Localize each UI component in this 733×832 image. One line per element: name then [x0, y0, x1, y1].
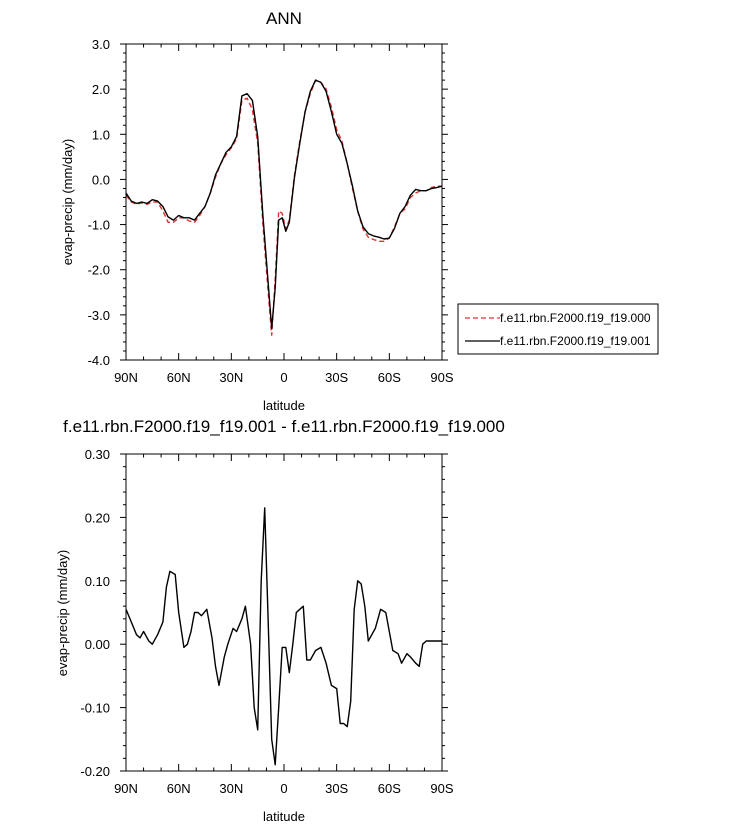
- bottom-ytick-label: 0.10: [85, 574, 110, 589]
- top-xtick-label: 30S: [325, 370, 348, 385]
- top-series-line-1: [125, 79, 443, 330]
- top-y-axis-label: evap-precip (mm/day): [60, 139, 75, 265]
- top-xtick-label: 30N: [219, 370, 243, 385]
- bottom-xtick-label: 90N: [114, 781, 138, 796]
- bottom-xtick-label: 90S: [430, 781, 453, 796]
- bottom-x-axis-label: latitude: [263, 809, 305, 824]
- top-xtick-label: 90N: [114, 370, 138, 385]
- top-xtick-label: 0: [280, 370, 287, 385]
- top-xtick-label: 60S: [378, 370, 401, 385]
- top-ytick-label: 0.0: [92, 172, 110, 187]
- bottom-panel: f.e11.rbn.F2000.f19_f19.001 - f.e11.rbn.…: [55, 417, 505, 824]
- top-axis-ticks: 90N 60N 30N 0 30S 60S 90S 3.0 2.0 1.0 0.0 -1.0 -2.0 -…: [88, 37, 454, 385]
- bottom-axis-ticks: 90N 60N 30N 0 30S 60S 90S 0.30 0.20 0.10 0.00 -0.10…: [80, 447, 454, 796]
- legend: f.e11.rbn.F2000.f19_f19.000 f.e11.rbn.F2…: [457, 303, 659, 355]
- bottom-chart-title: f.e11.rbn.F2000.f19_f19.001 - f.e11.rbn.…: [63, 417, 505, 436]
- bottom-xtick-label: 60N: [167, 781, 191, 796]
- top-series-line-0: [125, 79, 442, 336]
- bottom-series-line-0: [125, 507, 442, 766]
- top-chart-title: ANN: [266, 9, 302, 28]
- bottom-ytick-label: 0.30: [85, 447, 110, 462]
- bottom-ytick-label: 0.00: [85, 637, 110, 652]
- top-series-lines: [125, 79, 443, 336]
- top-ytick-label: -3.0: [88, 308, 110, 323]
- top-xtick-label: 90S: [430, 370, 453, 385]
- legend-entry-001: f.e11.rbn.F2000.f19_f19.001: [500, 334, 651, 348]
- legend-box: [457, 303, 659, 355]
- top-ytick-label: -2.0: [88, 263, 110, 278]
- top-ytick-label: -4.0: [88, 353, 110, 368]
- bottom-y-axis-label: evap-precip (mm/day): [55, 550, 70, 676]
- top-ytick-label: 2.0: [92, 82, 110, 97]
- bottom-ytick-label: -0.20: [80, 764, 110, 779]
- bottom-xtick-label: 60S: [378, 781, 401, 796]
- top-ytick-label: 1.0: [92, 127, 110, 142]
- top-ytick-label: 3.0: [92, 37, 110, 52]
- bottom-series-lines: [125, 507, 442, 766]
- top-x-axis-label: latitude: [263, 398, 305, 413]
- top-ytick-label: -1.0: [88, 218, 110, 233]
- bottom-ytick-label: 0.20: [85, 510, 110, 525]
- bottom-ytick-label: -0.10: [80, 701, 110, 716]
- top-xtick-label: 60N: [167, 370, 191, 385]
- bottom-xtick-label: 30N: [219, 781, 243, 796]
- bottom-xtick-label: 30S: [325, 781, 348, 796]
- legend-entry-000: f.e11.rbn.F2000.f19_f19.000: [500, 311, 651, 325]
- top-panel: ANN evap-precip (mm/day) latitude 90N 60N…: [60, 9, 454, 413]
- bottom-xtick-label: 0: [280, 781, 287, 796]
- bottom-plot-frame: [125, 453, 443, 772]
- top-plot-frame: [125, 43, 443, 361]
